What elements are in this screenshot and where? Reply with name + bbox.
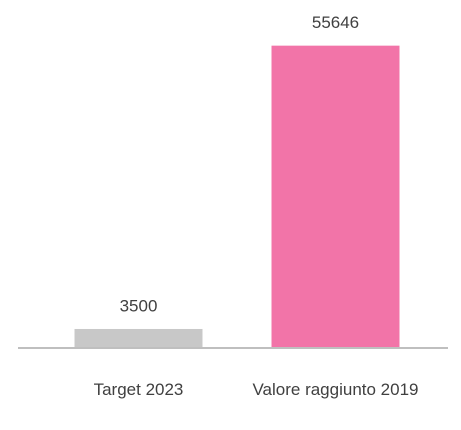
data-label: 3500: [120, 296, 158, 315]
x-tick-label: Valore raggiunto 2019: [252, 380, 419, 399]
bar: [271, 45, 400, 348]
x-tick-label: Target 2023: [93, 380, 184, 399]
bar: [74, 328, 203, 348]
data-label: 55646: [312, 13, 359, 32]
